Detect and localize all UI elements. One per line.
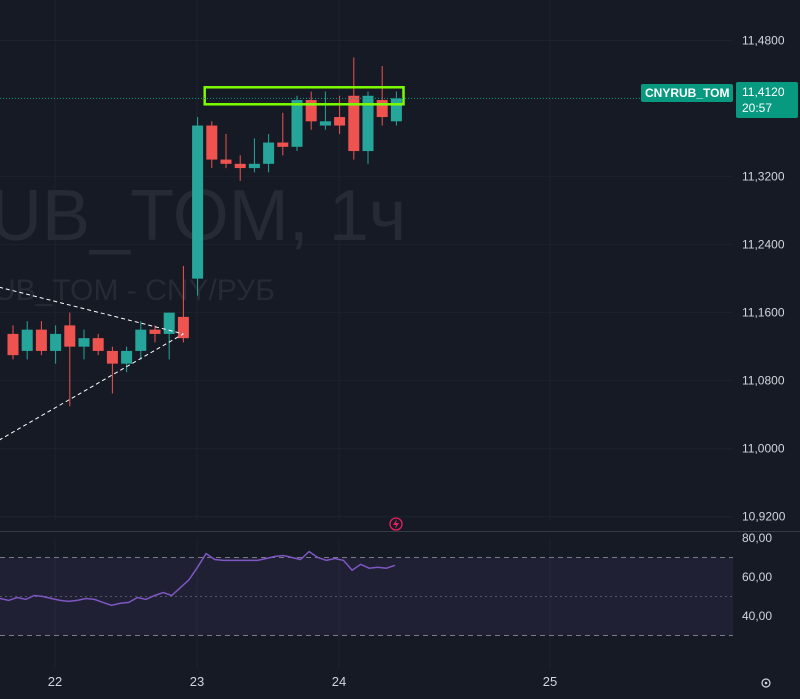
chart-annotations[interactable] bbox=[0, 86, 733, 441]
candle bbox=[348, 57, 360, 160]
candle-body bbox=[163, 312, 175, 334]
settings-icon[interactable] bbox=[761, 678, 771, 688]
candle bbox=[376, 66, 388, 126]
candle-body bbox=[362, 95, 374, 152]
price-tick-label: 11,3200 bbox=[742, 170, 785, 184]
watermark-symbol: UB_TOM, 1ч bbox=[0, 176, 406, 256]
candle-body bbox=[248, 163, 260, 169]
price-tick-label: 10,9200 bbox=[742, 510, 786, 524]
candle bbox=[21, 321, 33, 360]
candle-body bbox=[35, 329, 47, 351]
watermark-description: UB_TOM - CNY/РУБ bbox=[0, 274, 275, 307]
candle-body bbox=[106, 350, 118, 364]
candle bbox=[305, 91, 317, 130]
candle bbox=[135, 321, 147, 360]
candle-body bbox=[348, 95, 360, 152]
symbol-badge: CNYRUB_TOM bbox=[645, 86, 729, 100]
candle bbox=[149, 325, 161, 343]
candle-body bbox=[305, 100, 317, 122]
rsi-tick-label: 60,00 bbox=[742, 570, 772, 584]
time-axis[interactable]: 22 23 24 25 bbox=[48, 674, 557, 689]
price-axis[interactable]: 11,4800 11,3200 11,2400 11,1600 11,0800 11,00… bbox=[742, 34, 786, 623]
time-tick-label: 24 bbox=[332, 674, 346, 689]
candle-body bbox=[376, 100, 388, 118]
candle-body bbox=[277, 142, 289, 147]
candle bbox=[64, 312, 76, 407]
time-tick-label: 22 bbox=[48, 674, 62, 689]
resistance-box bbox=[203, 86, 405, 106]
candle-body bbox=[64, 325, 76, 347]
candle bbox=[92, 333, 104, 356]
price-tick-label: 11,0800 bbox=[742, 374, 785, 388]
lightning-icon[interactable] bbox=[389, 517, 403, 531]
price-tick-label: 11,4800 bbox=[742, 34, 785, 48]
rsi-line bbox=[0, 550, 396, 607]
candle-body bbox=[192, 125, 204, 279]
last-price-value: 11,4120 bbox=[742, 85, 785, 99]
candle bbox=[35, 321, 47, 356]
candle-body bbox=[390, 98, 402, 122]
candle-body bbox=[263, 142, 275, 164]
candle-body bbox=[7, 333, 19, 356]
candle bbox=[206, 121, 218, 169]
candle-body bbox=[334, 117, 346, 126]
candlestick-series[interactable] bbox=[7, 57, 402, 407]
time-tick-label: 25 bbox=[543, 674, 557, 689]
candle bbox=[362, 91, 374, 164]
time-tick-label: 23 bbox=[190, 674, 204, 689]
candle bbox=[106, 346, 118, 394]
bar-countdown: 20:57 bbox=[742, 101, 772, 115]
upper-trendline bbox=[0, 286, 184, 335]
candle bbox=[220, 134, 232, 169]
candle-body bbox=[135, 329, 147, 351]
candle bbox=[248, 138, 260, 173]
candle-body bbox=[291, 100, 303, 147]
rsi-tick-label: 40,00 bbox=[742, 609, 772, 623]
last-price-label-bg bbox=[736, 82, 798, 118]
candle bbox=[277, 112, 289, 156]
rsi-pane bbox=[0, 531, 800, 636]
candle-body bbox=[21, 329, 33, 351]
symbol-watermark: UB_TOM, 1ч UB_TOM - CNY/РУБ bbox=[0, 176, 406, 307]
candle-body bbox=[206, 125, 218, 160]
last-price-marker: CNYRUB_TOM 11,4120 20:57 bbox=[641, 82, 798, 118]
candle-body bbox=[78, 338, 90, 347]
price-tick-label: 11,1600 bbox=[742, 306, 785, 320]
candle bbox=[263, 134, 275, 173]
candle bbox=[390, 91, 402, 126]
candle bbox=[50, 325, 62, 364]
candle bbox=[7, 325, 19, 360]
candle bbox=[334, 95, 346, 135]
candle-body bbox=[220, 159, 232, 164]
price-tick-label: 11,0000 bbox=[742, 442, 785, 456]
candle bbox=[192, 117, 204, 296]
candle bbox=[177, 265, 189, 343]
candle-body bbox=[319, 121, 331, 126]
candle bbox=[163, 312, 175, 360]
candle-body bbox=[234, 163, 246, 169]
rsi-tick-label: 80,00 bbox=[742, 531, 772, 545]
candle bbox=[319, 91, 331, 130]
candle bbox=[78, 329, 90, 360]
candle bbox=[234, 155, 246, 181]
candle-body bbox=[177, 316, 189, 339]
candle-body bbox=[92, 338, 104, 351]
candle-body bbox=[50, 333, 62, 351]
candle-body bbox=[121, 350, 133, 364]
price-tick-label: 11,2400 bbox=[742, 238, 785, 252]
symbol-badge-bg bbox=[641, 84, 733, 102]
lower-trendline bbox=[0, 333, 184, 441]
candle-body bbox=[149, 329, 161, 334]
candle bbox=[121, 346, 133, 373]
